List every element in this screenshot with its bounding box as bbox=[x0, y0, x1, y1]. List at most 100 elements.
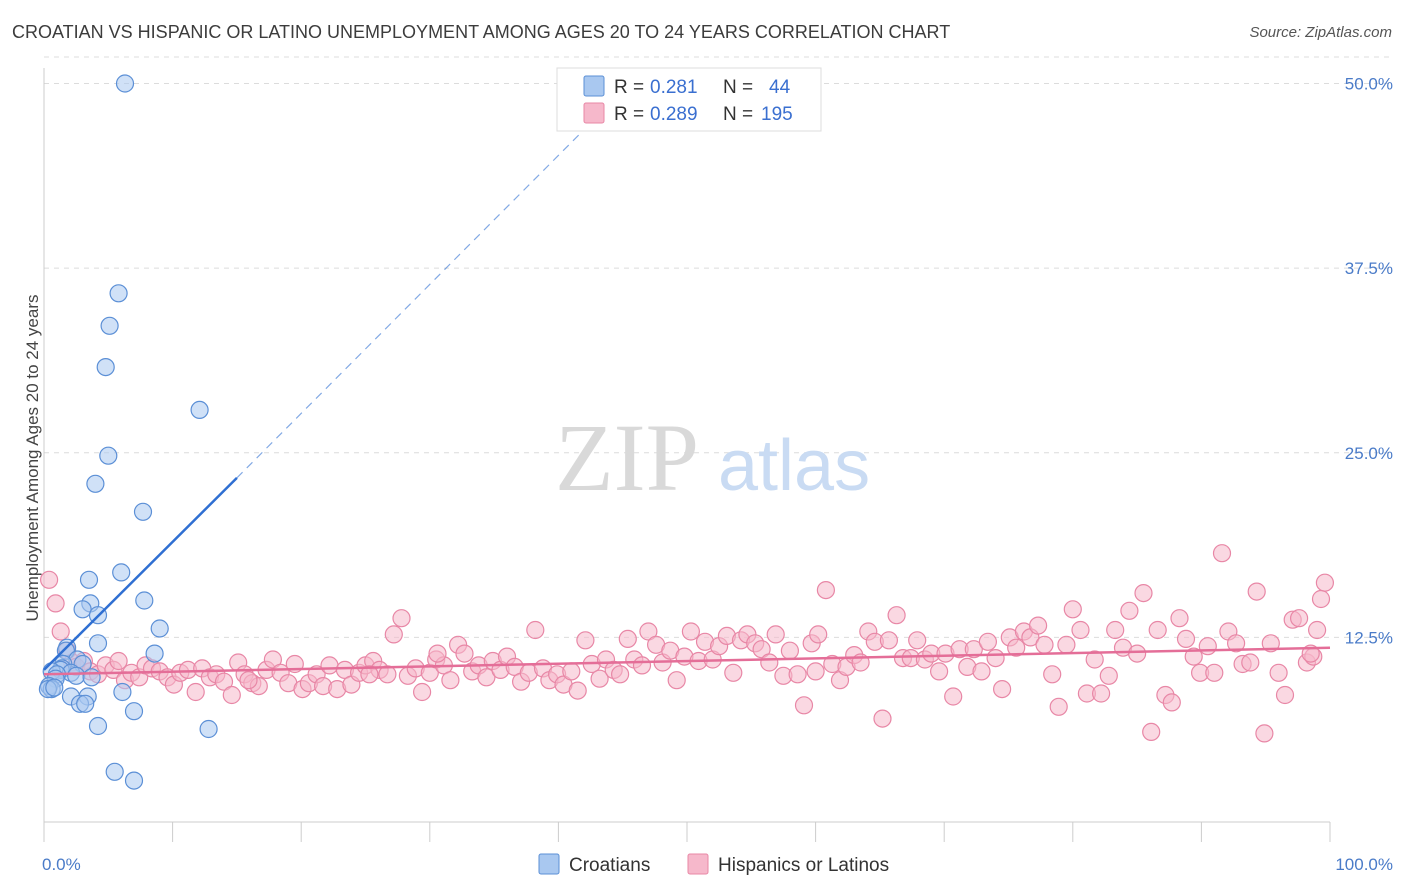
hispanics-point-187 bbox=[239, 671, 258, 690]
croatians-point-2 bbox=[100, 316, 119, 335]
hispanics-point-183 bbox=[1315, 573, 1335, 592]
top-legend: R = 0.281 N = 44 R = 0.289 N = 195 bbox=[556, 67, 822, 132]
hispanics-point-82 bbox=[610, 665, 630, 684]
hispanics-point-146 bbox=[1063, 600, 1082, 619]
legend-r-value-1: 0.281 bbox=[650, 77, 698, 98]
hispanics-point-60 bbox=[455, 644, 474, 663]
hispanics-point-1 bbox=[46, 594, 65, 613]
hispanics-point-166 bbox=[1205, 663, 1224, 682]
hispanics-point-49 bbox=[378, 665, 397, 684]
hispanics-point-103 bbox=[760, 653, 779, 672]
chart-source: Source: ZipAtlas.com bbox=[1249, 24, 1392, 41]
hispanics-point-149 bbox=[1085, 650, 1104, 669]
watermark: ZIP atlas bbox=[555, 404, 870, 511]
hispanics-point-157 bbox=[1142, 722, 1161, 742]
hispanics-point-142 bbox=[1035, 635, 1054, 654]
hispanics-point-106 bbox=[780, 641, 800, 660]
watermark-atlas: atlas bbox=[718, 426, 870, 506]
hispanics-point-176 bbox=[1275, 685, 1295, 705]
trend-lines bbox=[43, 90, 1331, 676]
hispanics-point-178 bbox=[1289, 609, 1309, 628]
hispanics-point-156 bbox=[1134, 583, 1153, 603]
croatians-point-4 bbox=[190, 400, 209, 419]
croatians-point-1 bbox=[109, 284, 128, 303]
hispanics-point-134 bbox=[978, 632, 998, 651]
hispanics-point-169 bbox=[1226, 634, 1246, 653]
hispanics-point-58 bbox=[441, 671, 460, 690]
hispanics-point-90 bbox=[667, 671, 686, 690]
hispanics-point-110 bbox=[809, 625, 828, 644]
croatians-point-18 bbox=[145, 644, 164, 663]
y-tick-labels: 12.5% 25.0% 37.5% 50.0% bbox=[1345, 75, 1393, 648]
croatians-point-38 bbox=[124, 702, 144, 721]
hispanics-point-138 bbox=[1007, 638, 1026, 657]
x-tick-labels: 0.0% 100.0% bbox=[42, 855, 1393, 874]
croatians-point-40 bbox=[199, 719, 218, 739]
hispanics-point-165 bbox=[1198, 637, 1217, 656]
legend-n-label-2: N = bbox=[723, 104, 753, 125]
legend-r-label-2: R = bbox=[614, 104, 644, 125]
legend-n-value-1: 44 bbox=[769, 77, 791, 98]
legend-swatch-croatians bbox=[583, 75, 605, 97]
hispanics-point-54 bbox=[413, 682, 432, 702]
hispanics-point-136 bbox=[992, 679, 1012, 699]
hispanics-point-143 bbox=[1043, 665, 1062, 684]
legend-n-value-2: 195 bbox=[761, 104, 793, 125]
hispanics-point-107 bbox=[788, 665, 807, 684]
hispanics-point-75 bbox=[562, 662, 581, 681]
hispanics-point-160 bbox=[1162, 693, 1181, 712]
croatians-point-43 bbox=[45, 678, 64, 697]
croatians-point-3 bbox=[96, 358, 115, 377]
hispanics-point-188 bbox=[360, 665, 379, 684]
x-tick-label-1: 100.0% bbox=[1335, 855, 1393, 874]
hispanics-point-11 bbox=[109, 651, 128, 671]
hispanics-point-127 bbox=[929, 662, 949, 681]
croatians-point-28 bbox=[82, 668, 101, 687]
hispanics-point-98 bbox=[724, 663, 743, 682]
legend-swatch-hispanics bbox=[583, 102, 605, 124]
hispanics-trend-line bbox=[43, 646, 1331, 676]
hispanics-point-185 bbox=[806, 662, 825, 681]
hispanics-point-104 bbox=[766, 625, 785, 644]
hispanics-point-2 bbox=[51, 622, 70, 641]
croatians-point-6 bbox=[86, 474, 105, 493]
hispanics-point-51 bbox=[392, 609, 411, 628]
hispanics-point-171 bbox=[1241, 653, 1260, 672]
bottom-legend: Croatians Hispanics or Latinos bbox=[538, 853, 889, 876]
watermark-zip: ZIP bbox=[555, 404, 699, 511]
y-tick-label-2: 37.5% bbox=[1345, 259, 1393, 278]
hispanics-point-85 bbox=[632, 656, 652, 675]
hispanics-point-79 bbox=[590, 669, 609, 688]
hispanics-point-135 bbox=[986, 648, 1005, 668]
legend-r-label-1: R = bbox=[614, 77, 644, 98]
croatians-point-33 bbox=[113, 682, 132, 702]
hispanics-point-50 bbox=[384, 625, 403, 644]
hispanics-point-83 bbox=[618, 629, 637, 649]
hispanics-point-150 bbox=[1091, 684, 1111, 703]
hispanics-point-167 bbox=[1212, 544, 1232, 563]
bottom-legend-swatch-croatians bbox=[538, 853, 560, 875]
grid-lines bbox=[44, 56, 1392, 638]
hispanics-point-108 bbox=[794, 696, 814, 715]
legend-n-label-1: N = bbox=[723, 77, 753, 98]
croatians-point-10 bbox=[135, 591, 154, 610]
croatians-point-0 bbox=[115, 74, 135, 93]
croatians-trend-extension bbox=[236, 90, 624, 479]
hispanics-point-133 bbox=[972, 662, 991, 681]
croatians-point-42 bbox=[124, 771, 144, 790]
legend-r-value-2: 0.289 bbox=[650, 104, 698, 125]
hispanics-point-152 bbox=[1106, 620, 1125, 640]
hispanics-point-163 bbox=[1184, 647, 1203, 666]
hispanics-point-121 bbox=[887, 606, 906, 625]
hispanics-point-161 bbox=[1170, 609, 1189, 628]
hispanics-point-173 bbox=[1255, 724, 1274, 743]
hispanics-point-162 bbox=[1176, 629, 1196, 649]
hispanics-point-92 bbox=[681, 622, 701, 641]
hispanics-point-77 bbox=[576, 631, 595, 650]
croatians-point-7 bbox=[133, 502, 153, 521]
hispanics-point-154 bbox=[1120, 601, 1139, 620]
hispanics-point-132 bbox=[964, 640, 983, 659]
hispanics-point-151 bbox=[1099, 666, 1118, 685]
croatians-point-12 bbox=[73, 600, 92, 619]
